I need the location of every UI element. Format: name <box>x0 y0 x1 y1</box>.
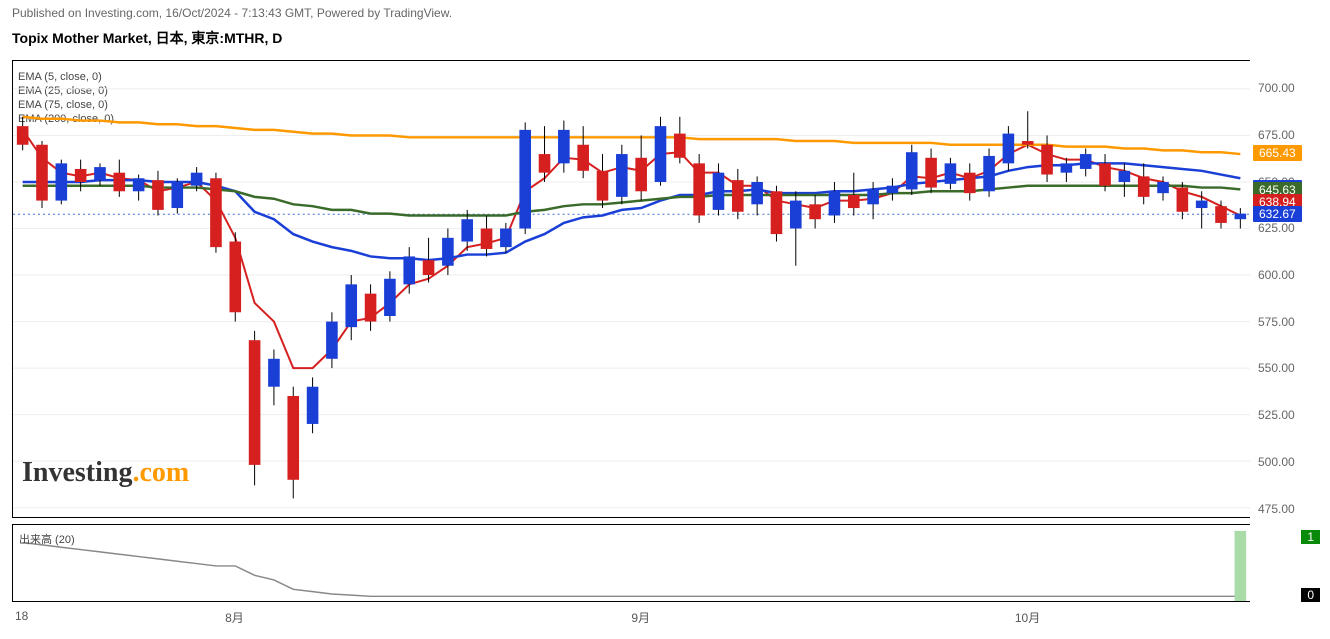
price-y-axis: 475.00500.00525.00550.00575.00600.00625.… <box>1250 60 1330 518</box>
price-chart-svg <box>13 61 1250 517</box>
investing-watermark: Investing.com <box>22 457 189 489</box>
x-axis: 188月9月10月 <box>12 605 1250 629</box>
volume-label: 出来高 (20) <box>19 531 75 547</box>
publish-header: Published on Investing.com, 16/Oct/2024 … <box>12 6 452 20</box>
volume-svg <box>13 525 1250 601</box>
volume-panel[interactable]: 出来高 (20) 10 <box>12 524 1250 602</box>
chart-title: Topix Mother Market, 日本, 東京:MTHR, D <box>12 28 282 48</box>
price-chart[interactable] <box>12 60 1250 518</box>
